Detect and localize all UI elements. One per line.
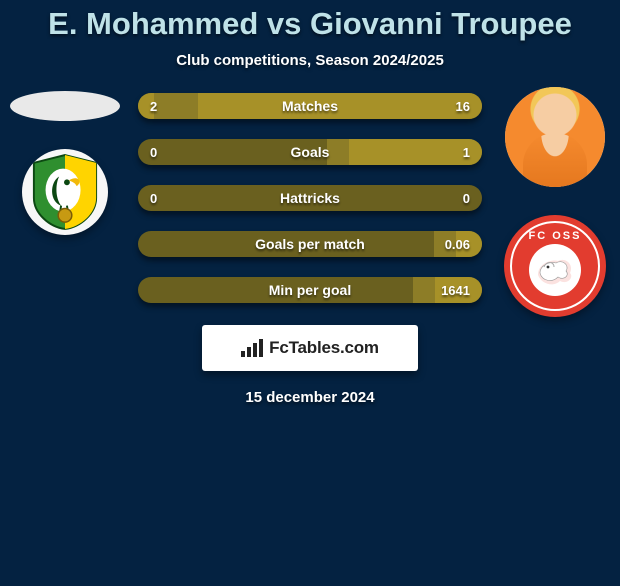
stat-label: Hattricks <box>138 185 482 211</box>
comparison-panel: FC OSS Matches216Goals01Hattricks00Goals… <box>0 87 620 303</box>
stat-label: Goals per match <box>138 231 482 257</box>
page-title: E. Mohammed vs Giovanni Troupee <box>0 6 620 42</box>
fc-oss-icon: FC OSS <box>504 215 606 317</box>
svg-text:FC OSS: FC OSS <box>529 230 582 242</box>
right-player-column: FC OSS <box>490 87 620 317</box>
stat-value-left <box>138 231 162 257</box>
branding-text: FcTables.com <box>269 338 379 358</box>
club-badge-left <box>22 149 108 235</box>
stat-value-left <box>138 277 162 303</box>
date-text: 15 december 2024 <box>0 389 620 406</box>
stat-row: Matches216 <box>138 93 482 119</box>
stat-fill-left <box>138 93 176 119</box>
stat-value-left: 0 <box>138 139 169 165</box>
stat-fill-right <box>327 139 482 165</box>
stat-row: Hattricks0 0 <box>138 185 482 211</box>
stat-fill-right <box>434 231 482 257</box>
subtitle: Club competitions, Season 2024/2025 <box>0 52 620 69</box>
stat-row: Min per goal1641 <box>138 277 482 303</box>
stat-value-left: 0 <box>138 185 169 211</box>
club-badge-right: FC OSS <box>504 215 606 317</box>
stat-rows: Matches216Goals01Hattricks00Goals per ma… <box>138 87 482 303</box>
stat-value-right: 0 <box>451 185 482 211</box>
stat-fill-right <box>176 93 482 119</box>
player-avatar-left <box>10 91 120 121</box>
player-avatar-right <box>505 87 605 187</box>
branding-badge: FcTables.com <box>202 325 418 371</box>
ado-den-haag-icon <box>30 153 100 231</box>
stat-fill-right <box>413 277 482 303</box>
stat-row: Goals01 <box>138 139 482 165</box>
stat-row: Goals per match0.06 <box>138 231 482 257</box>
bars-icon <box>241 339 263 357</box>
left-player-column <box>0 87 130 235</box>
player-face-icon <box>505 87 605 187</box>
